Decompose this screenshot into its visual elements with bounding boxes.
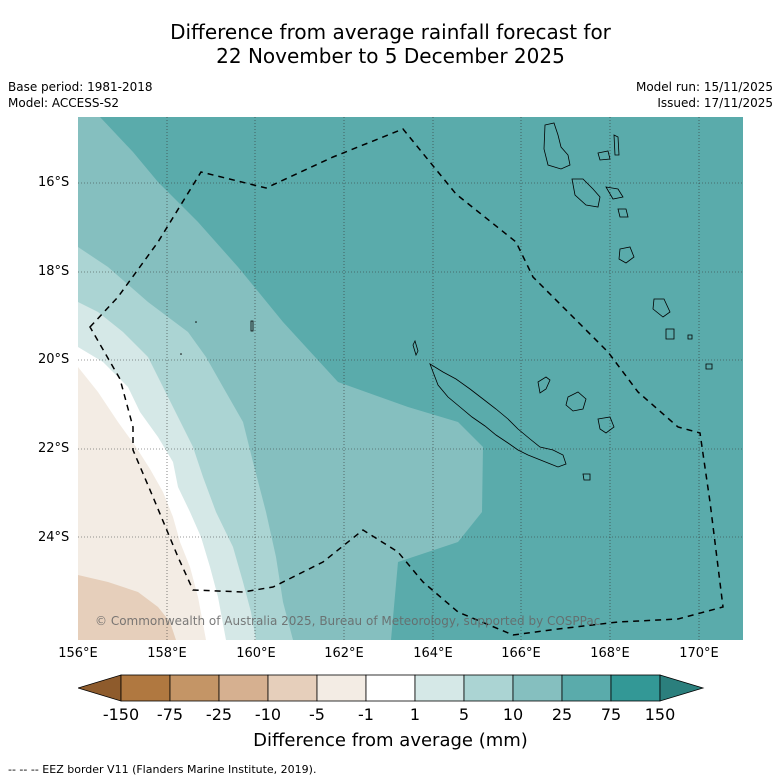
erromango-coast [652,298,671,318]
ouvea-coast [537,376,551,394]
small-island-3 [180,353,182,355]
lon-label-162e: 162°E [324,646,364,661]
colorbar-tick-label: 5 [458,705,470,724]
rainfall-map [78,117,743,640]
colorbar-tick-label: 25 [551,705,573,724]
colorbar-arrow-high [659,674,705,702]
colorbar-swatch-4 [267,674,318,702]
colorbar-tick-label: -25 [205,705,233,724]
colorbar-title: Difference from average (mm) [253,730,528,751]
small-island-1 [250,320,254,332]
colorbar-tick-label: -150 [102,705,140,724]
eez-border [89,128,724,636]
lon-label-166e: 166°E [501,646,541,661]
lat-label-16s: 16°S [38,175,70,190]
islet-coast [705,363,713,370]
new-caledonia-coast [429,363,567,468]
isle-of-pines-coast [582,473,591,481]
colorbar-swatch-10 [561,674,612,702]
title-line-2: 22 November to 5 December 2025 [216,44,565,68]
colorbar-swatch-3 [218,674,269,702]
base-period: Base period: 1981-2018 [8,80,153,94]
issued-date: Issued: 17/11/2025 [657,96,773,110]
map-panel [78,117,743,640]
model-run: Model run: 15/11/2025 [635,80,773,94]
lon-label-168e: 168°E [590,646,630,661]
colorbar-tick-label: 150 [644,705,676,724]
malekula-coast [571,178,601,208]
title-line-1: Difference from average rainfall forecas… [170,20,611,44]
band-minus5-minus1 [78,367,206,640]
lat-label-20s: 20°S [38,352,70,367]
colorbar-tick-label: 1 [409,705,421,724]
lat-label-22s: 22°S [38,441,70,456]
lon-label-164e: 164°E [413,646,453,661]
efate-coast [618,246,635,264]
maewo-coast [597,150,611,161]
epi-coast [617,208,629,218]
colorbar-arrow-low [76,674,122,702]
band-minus10-minus5 [78,575,176,640]
lon-label-160e: 160°E [236,646,276,661]
lon-label-170e: 170°E [679,646,719,661]
colorbar [76,674,705,708]
map-title: Difference from average rainfall forecas… [0,20,781,68]
aneityum-coast [687,334,693,340]
espiritu-santo-coast [543,122,571,170]
colorbar-tick-label: 10 [502,705,524,724]
colorbar-tick-label: 75 [600,705,622,724]
colorbar-svg [76,674,705,702]
gridlines [78,117,743,640]
lon-label-158e: 158°E [147,646,187,661]
colorbar-tick-label: -1 [358,705,374,724]
colorbar-swatch-5 [316,674,367,702]
meta-right: Model run: 15/11/2025 Issued: 17/11/2025 [636,79,773,111]
colorbar-swatch-11 [610,674,661,702]
mare-coast [597,416,615,434]
colorbar-swatch-9 [512,674,563,702]
lat-label-24s: 24°S [38,530,70,545]
tanna-coast [665,328,675,340]
model-name: Model: ACCESS-S2 [8,96,120,110]
colorbar-tick-label: -75 [156,705,184,724]
meta-left: Base period: 1981-2018 Model: ACCESS-S2 [8,79,153,111]
eez-footnote: -- -- -- EEZ border V11 (Flanders Marine… [8,763,317,776]
colorbar-tick-label: -5 [309,705,325,724]
small-island-2 [195,321,197,323]
copyright-notice: © Commonwealth of Australia 2025, Bureau… [95,614,601,628]
belep-islands-coast [412,339,419,357]
lat-label-18s: 18°S [38,264,70,279]
colorbar-swatch-8 [463,674,514,702]
colorbar-swatch-7 [414,674,465,702]
colorbar-swatch-1 [120,674,171,702]
colorbar-tick-label: -10 [254,705,282,724]
lifou-coast [565,391,587,412]
pentecost-coast [613,134,620,156]
colorbar-swatch-2 [169,674,220,702]
colorbar-swatch-6 [365,674,416,702]
ambrym-coast [605,186,624,200]
lon-label-156e: 156°E [58,646,98,661]
